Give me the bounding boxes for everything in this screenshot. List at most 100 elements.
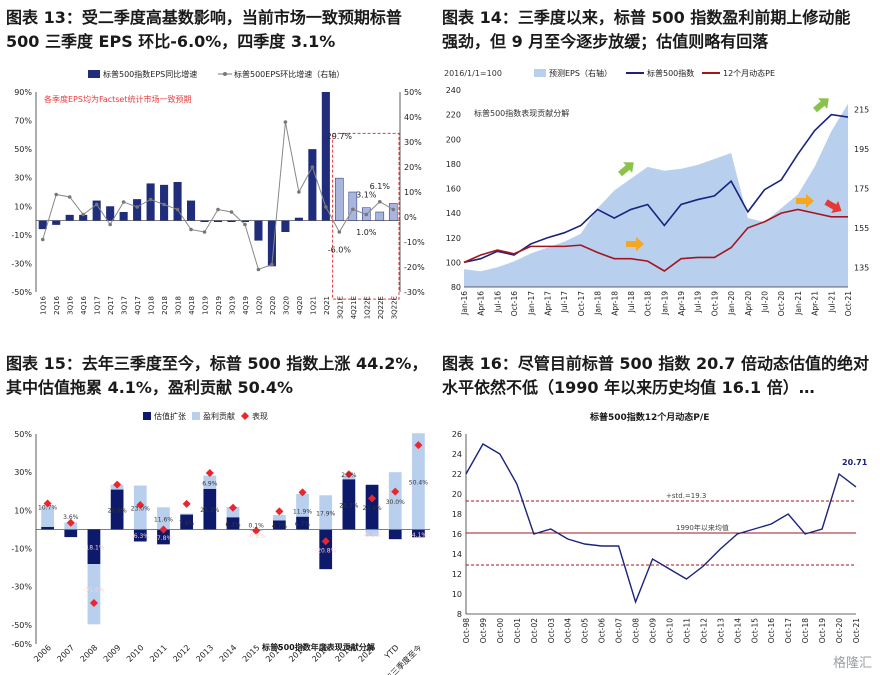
chart14-x-label: Apr-17 xyxy=(543,291,552,316)
chart14-left-tick: 140 xyxy=(446,209,461,218)
chart16-y-tick: 14 xyxy=(452,550,462,559)
chart13-x-label: 3Q16 xyxy=(67,295,75,314)
chart15-val-bar xyxy=(133,529,147,542)
chart13-right-tick: 40% xyxy=(404,113,422,122)
chart13-right-tick: 30% xyxy=(404,138,422,147)
chart13-qoq-marker xyxy=(121,200,126,204)
chart15-perf-marker xyxy=(205,468,214,477)
chart15-data-label: 11.9% xyxy=(293,509,312,516)
chart13-right-tick: -30% xyxy=(404,288,425,297)
watermark: 格隆汇 xyxy=(832,656,872,671)
chart15-val-bar xyxy=(64,529,78,538)
chart14-x-label: Oct-17 xyxy=(577,291,586,316)
chart15-data-label: -0.8% xyxy=(247,533,265,540)
chart16-x-label: Oct-21 xyxy=(852,618,861,643)
chart15-data-label: -7.8% xyxy=(155,535,173,542)
chart15-earn-bar xyxy=(203,475,217,489)
chart16-y-tick: 24 xyxy=(452,450,462,459)
chart13-data-label: 3.1% xyxy=(356,191,377,200)
chart13-bar xyxy=(308,149,317,221)
chart13-x-label: 1Q17 xyxy=(94,296,102,315)
chart13-x-label: 1Q18 xyxy=(148,296,156,315)
chart15-perf-marker xyxy=(182,499,191,508)
chart14-right-tick: 135 xyxy=(854,263,869,272)
chart14-x-label: Apr-21 xyxy=(811,291,820,316)
chart14-x-label: Jul-18 xyxy=(627,291,636,314)
chart15-y-tick: 30% xyxy=(14,468,32,477)
chart15-x-label: YTD xyxy=(382,643,400,661)
chart16-x-label: Oct-08 xyxy=(632,618,641,643)
chart15-data-label: -18.1% xyxy=(83,545,105,552)
chart15-legend-earn-label: 盈利贡献 xyxy=(203,411,235,421)
chart15-data-label: 20.9% xyxy=(108,507,127,514)
chart13-x-label: 2Q18 xyxy=(161,296,169,315)
chart16-panel: 图表 16：尽管目前标普 500 指数 20.7 倍动态估值的绝对 水平依然不低… xyxy=(440,340,880,675)
chart14-left-tick: 120 xyxy=(446,234,461,243)
chart14-right-tick: 155 xyxy=(854,224,869,233)
chart15-y-tick: 50% xyxy=(14,430,32,439)
chart15-data-label: 26.3% xyxy=(339,503,358,510)
chart16-x-label: Oct-11 xyxy=(682,618,691,643)
chart13-x-label: 2Q16 xyxy=(53,295,61,314)
chart15-legend-perf-label: 表现 xyxy=(252,411,268,421)
chart13-legend-line-label: 标普500EPS环比增速（右轴） xyxy=(234,69,344,79)
chart14-index-line xyxy=(463,113,849,264)
chart15-perf-marker xyxy=(89,598,98,607)
chart15-x-label: 2011 xyxy=(148,643,169,664)
chart16-x-label: Oct-98 xyxy=(462,618,471,643)
chart13-left-tick: -50% xyxy=(11,288,32,297)
chart15-earn-bar xyxy=(87,564,101,625)
chart15-earn-bar xyxy=(319,495,333,530)
chart13-estimate-box xyxy=(332,132,400,300)
chart15-val-bar xyxy=(157,529,170,545)
chart15-val-bar xyxy=(388,529,402,540)
chart13-bar xyxy=(186,200,196,221)
chart14-left-tick: 100 xyxy=(446,258,461,267)
chart15-x-label: 2015 xyxy=(241,643,262,664)
chart16-x-label: Oct-20 xyxy=(835,618,844,643)
chart13-bar xyxy=(200,220,209,222)
chart13-qoq-marker xyxy=(229,210,234,214)
chart15-val-bar xyxy=(342,479,356,530)
chart14-arrow-green-1 xyxy=(618,162,634,177)
chart13-qoq-marker xyxy=(270,262,274,267)
chart15-data-label: -31.6% xyxy=(83,587,105,594)
chart16-pe-line xyxy=(465,443,857,605)
chart13-bar xyxy=(106,206,115,221)
chart15-svg: 50% 30% 10% -10% -30% -50% -60% 2006 2007 2008 200… xyxy=(11,411,430,675)
chart13-bar xyxy=(38,220,47,230)
chart15-data-label: 6.9% xyxy=(202,480,218,487)
chart14-x-label: Jan-21 xyxy=(794,291,803,316)
chart13-bar xyxy=(335,177,344,221)
chart13-qoq-marker xyxy=(175,207,180,212)
chart16-y-tick: 18 xyxy=(452,510,462,519)
chart15-x-label: 2007 xyxy=(55,643,76,664)
chart16-x-label: Oct-09 xyxy=(649,618,658,643)
chart13-right-tick: 10% xyxy=(404,188,422,197)
chart14-x-label: Jan-16 xyxy=(460,291,469,316)
chart13-x-label: 4Q16 xyxy=(80,295,88,314)
chart15-x-label: 2013 xyxy=(194,643,215,664)
chart15-data-label: -5.1% xyxy=(363,532,381,539)
chart13-bar xyxy=(348,191,358,221)
chart13-right-tick: -20% xyxy=(404,263,425,272)
chart14-left-tick: 80 xyxy=(451,283,461,292)
chart14-eps-area xyxy=(464,103,848,287)
chart14-arrow-orange-1 xyxy=(626,237,644,251)
chart13-qoq-marker xyxy=(377,199,382,204)
chart14-x-label: Jul-16 xyxy=(493,291,502,314)
chart13-right-tick: 50% xyxy=(404,88,422,97)
chart13-x-label: 2Q17 xyxy=(107,296,115,315)
chart13-qoq-marker xyxy=(94,202,99,207)
chart15-x-label: 去年三季度至今 xyxy=(377,642,424,675)
chart16-std-label: +std.=19.3 xyxy=(666,492,706,500)
chart13-left-tick: -30% xyxy=(11,259,32,268)
chart13-x-label: 4Q18 xyxy=(188,296,196,315)
chart15-inner-title: 标普500指数年度表现贡献分解 xyxy=(261,642,375,652)
chart13-bar xyxy=(375,211,385,221)
chart15-val-bar xyxy=(226,517,240,530)
chart15-x-label: 2010 xyxy=(125,643,146,664)
chart13-bar xyxy=(79,214,88,221)
chart15-legend-val-label: 估值扩张 xyxy=(154,411,186,421)
chart16-x-label: Oct-16 xyxy=(767,618,776,643)
